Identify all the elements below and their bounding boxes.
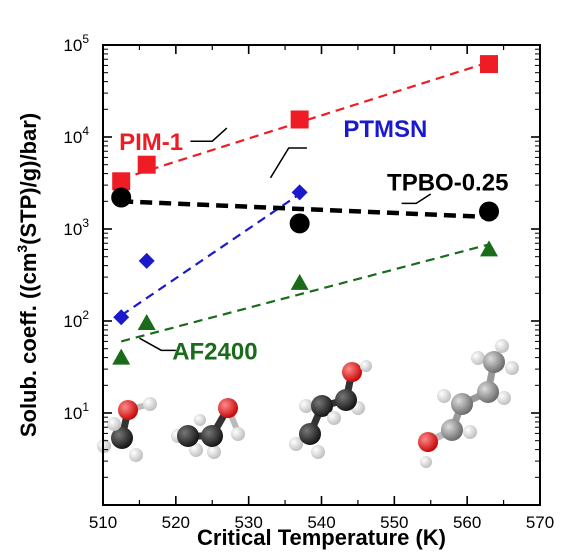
x-axis-title: Critical Temperature (K) <box>197 525 446 550</box>
label-leader-lines <box>139 127 432 352</box>
pim-1-data-point <box>480 55 499 74</box>
af2400-data-point <box>480 240 499 257</box>
propanol-molecule-icon <box>289 360 372 459</box>
y-tick-label: 105 <box>63 32 89 55</box>
molecule-illustrations <box>97 339 519 468</box>
axis-text: 510 520 530 540 550 560 570 101 102 103 104 105 Crit… <box>14 32 554 550</box>
methanol-molecule-icon <box>97 397 157 462</box>
trend-lines <box>120 61 490 343</box>
tpbo-0-25-data-point <box>111 187 132 208</box>
ethanol-molecule-icon <box>171 398 245 459</box>
ptmsn-data-point <box>291 184 308 201</box>
x-tick-label: 530 <box>234 513 262 532</box>
x-tick-label: 560 <box>453 513 481 532</box>
y-tick-label: 102 <box>63 308 89 331</box>
pim-1-data-point <box>137 155 156 174</box>
y-tick-label: 101 <box>63 400 89 423</box>
ptmsn-label: PTMSN <box>343 116 427 143</box>
tpbo-0-25-data-point <box>479 201 500 222</box>
ptmsn-data-point <box>113 309 130 326</box>
pim-1-trend-line <box>120 61 490 180</box>
tpbo-0-25-data-point <box>289 213 310 234</box>
x-tick-label: 510 <box>89 513 117 532</box>
x-tick-label: 520 <box>162 513 190 532</box>
axes <box>102 44 541 506</box>
ptmsn-trend-line <box>120 193 301 317</box>
y-tick-label: 103 <box>63 216 89 239</box>
ptmsn-data-point <box>138 252 155 269</box>
x-tick-label: 570 <box>526 513 554 532</box>
pim-1-data-point <box>290 110 309 129</box>
af2400-trend-line <box>120 243 490 343</box>
pim-1-leader-line <box>190 127 228 142</box>
y-tick-label: 104 <box>63 124 89 147</box>
data-markers <box>111 55 500 365</box>
butanol-molecule-icon <box>418 339 519 468</box>
tpbo-0-25-trend-line <box>121 199 490 220</box>
pim-1-label: PIM-1 <box>119 129 183 156</box>
series-labels: PIM-1 PTMSN TPBO-0.25 AF2400 <box>119 116 508 365</box>
af2400-data-point <box>290 273 309 290</box>
pim-1-data-point <box>112 172 131 191</box>
y-axis-title: Solub. coeff. ((cm3(STP)/g)/bar) <box>14 113 41 437</box>
x-tick-label: 540 <box>307 513 335 532</box>
tpbo-0-25-label: TPBO-0.25 <box>387 169 508 196</box>
af2400-data-point <box>112 348 131 365</box>
tpbo-0-25-leader-line <box>401 193 432 205</box>
af2400-data-point <box>137 314 156 331</box>
x-tick-label: 550 <box>380 513 408 532</box>
af2400-leader-line <box>139 337 176 352</box>
af2400-label: AF2400 <box>172 338 257 365</box>
ptmsn-leader-line <box>269 147 307 179</box>
